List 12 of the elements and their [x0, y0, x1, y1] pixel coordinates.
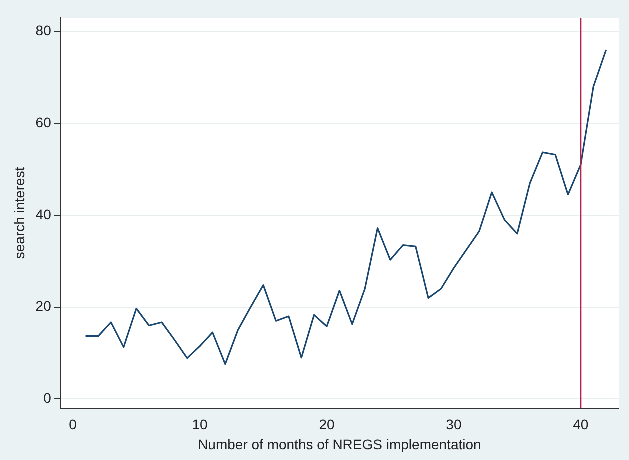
- y-tick-label: 0: [44, 390, 52, 406]
- x-tick-label: 0: [69, 416, 78, 433]
- y-axis-title: search interest: [11, 167, 28, 260]
- x-tick-label: 40: [573, 416, 589, 433]
- x-tick-label: 30: [446, 416, 462, 433]
- y-tick-label: 40: [36, 206, 52, 222]
- y-tick-label: 60: [36, 114, 52, 130]
- x-tick-label: 20: [319, 416, 335, 433]
- x-axis-title: Number of months of NREGS implementation: [198, 436, 482, 452]
- x-tick-label: 10: [192, 416, 208, 433]
- y-tick-label: 20: [36, 298, 52, 314]
- y-tick-label: 80: [36, 22, 52, 39]
